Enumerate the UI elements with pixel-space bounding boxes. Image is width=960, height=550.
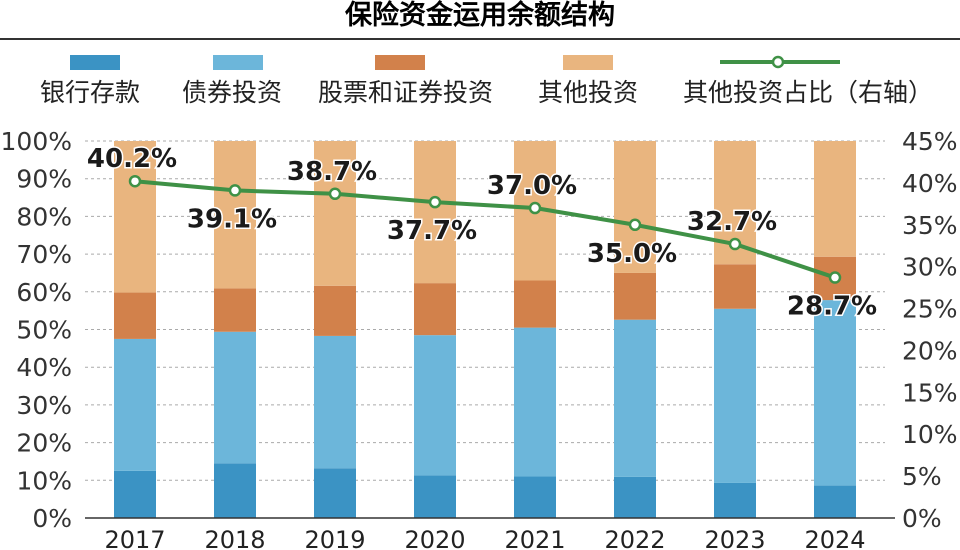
legend-swatch: [563, 55, 613, 70]
y-right-tick-label: 35%: [902, 211, 958, 240]
legend-label: 债券投资: [182, 78, 282, 107]
legend-swatch: [70, 55, 120, 70]
bar-segment: [314, 335, 356, 469]
x-tick-label: 2020: [404, 526, 465, 550]
bar-segment: [514, 476, 556, 518]
bar-segment: [514, 327, 556, 477]
y-left-tick-label: 40%: [16, 353, 72, 382]
axes: 0% 10% 20% 30% 40% 50% 60% 70% 80% 90% 100% 0% 5% 10%…: [1, 127, 958, 550]
line-data-label: 38.7%: [287, 157, 377, 187]
y-right-tick-label: 25%: [902, 295, 958, 324]
legend-swatch: [213, 55, 263, 70]
legend-label: 其他投资: [538, 78, 638, 107]
y-left-tick-label: 0%: [32, 504, 72, 533]
legend-swatch: [375, 55, 425, 70]
line-data-label: 28.7%: [787, 292, 877, 322]
x-tick-label: 2022: [604, 526, 665, 550]
legend-marker: [771, 55, 785, 69]
y-left-tick-label: 60%: [16, 278, 72, 307]
line-point: [428, 195, 442, 209]
bar-segment: [114, 470, 156, 518]
line-data-label: 35.0%: [587, 239, 677, 269]
y-right-tick-label: 40%: [902, 169, 958, 198]
line-point: [728, 237, 742, 251]
bar-segment: [114, 292, 156, 339]
line-data-label: 37.7%: [387, 216, 477, 246]
bar-segment: [814, 141, 856, 257]
x-tick-label: 2024: [804, 526, 865, 550]
bar-segment: [714, 308, 756, 483]
line-data-label: 32.7%: [687, 207, 777, 237]
bar-segment: [814, 485, 856, 518]
line-point: [228, 184, 242, 197]
line-point: [528, 201, 542, 215]
bar-segment: [314, 468, 356, 518]
y-left-tick-label: 20%: [16, 429, 72, 458]
y-left-tick-label: 80%: [16, 202, 72, 231]
x-tick-label: 2017: [104, 526, 165, 550]
line-data-label: 40.2%: [87, 144, 177, 174]
legend-label: 银行存款: [40, 78, 140, 107]
line-data-label: 39.1%: [187, 204, 277, 234]
y-right-tick-label: 45%: [902, 127, 958, 156]
bar-segment: [414, 141, 456, 284]
bar-segment: [714, 264, 756, 309]
bar-segment: [314, 285, 356, 336]
y-left-tick-label: 30%: [16, 391, 72, 420]
legend: 银行存款 债券投资 股票和证券投资 其他投资 其他投资占比（右轴）: [40, 55, 933, 107]
bar-segment: [614, 319, 656, 477]
bar-segment: [214, 288, 256, 332]
y-right-tick-label: 20%: [902, 336, 958, 365]
y-left-tick-label: 70%: [16, 240, 72, 269]
line-series-path: [134, 179, 836, 280]
line-series: [128, 174, 842, 284]
x-tick-label: 2019: [304, 526, 365, 550]
bar-segment: [214, 331, 256, 464]
bar-segment: [614, 141, 656, 273]
bar-segment: [714, 482, 756, 518]
line-point: [628, 218, 642, 232]
line-point: [328, 187, 342, 201]
x-tick-label: 2023: [704, 526, 765, 550]
chart-title: 保险资金运用余额结构: [345, 0, 615, 31]
y-left-tick-label: 90%: [16, 165, 72, 194]
y-left-tick-label: 50%: [16, 316, 72, 345]
x-tick-label: 2021: [504, 526, 565, 550]
bar-segment: [114, 338, 156, 471]
gridlines: [85, 140, 885, 481]
line-data-label: 37.0%: [487, 171, 577, 201]
y-left-tick-label: 100%: [1, 127, 72, 156]
bar-segment: [214, 141, 256, 289]
title-rule: [0, 38, 960, 40]
bar-segment: [614, 272, 656, 320]
bar-segment: [814, 300, 856, 486]
legend-label: 其他投资占比（右轴）: [683, 78, 933, 107]
bar-segment: [514, 280, 556, 328]
bar-segment: [414, 475, 456, 518]
y-right-tick-label: 10%: [902, 420, 958, 449]
bar-segment: [314, 141, 356, 286]
bar-segment: [614, 476, 656, 518]
bar-segment: [414, 283, 456, 336]
x-tick-label: 2018: [204, 526, 265, 550]
bars: [114, 141, 856, 518]
bar-segment: [114, 141, 156, 293]
bar-segment: [214, 463, 256, 518]
y-right-tick-label: 5%: [902, 462, 942, 491]
line-point: [128, 174, 142, 188]
bar-segment: [414, 335, 456, 476]
y-right-tick-label: 30%: [902, 253, 958, 282]
legend-label: 股票和证券投资: [318, 78, 493, 107]
y-right-tick-label: 0%: [902, 504, 942, 533]
y-right-tick-label: 15%: [902, 378, 958, 407]
line-point: [828, 271, 842, 284]
y-left-tick-label: 10%: [16, 466, 72, 495]
data-labels: 40.2% 39.1% 38.7% 37.7% 37.0% 35.0% 32.7% 28.7%: [85, 143, 878, 323]
